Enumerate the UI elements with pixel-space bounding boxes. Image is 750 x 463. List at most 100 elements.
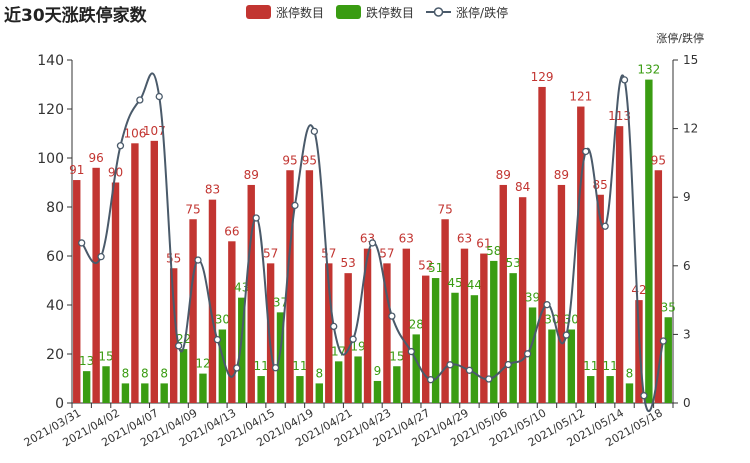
ratio-point [349, 335, 357, 343]
bar-limit-up [383, 263, 391, 403]
bar-limit-up [577, 106, 585, 404]
ratio-point [213, 336, 222, 344]
bar-limit-down-data-label: 8 [122, 366, 130, 380]
bar-limit-up-data-label: 89 [244, 168, 259, 182]
bar-limit-down-data-label: 39 [525, 290, 540, 304]
bar-limit-down-data-label: 35 [661, 300, 676, 314]
bar-limit-up-data-label: 91 [69, 163, 84, 177]
legend-item-limit-up[interactable]: 涨停数目 [246, 4, 324, 21]
bar-limit-up-data-label: 129 [531, 70, 554, 84]
bar-limit-up-data-label: 52 [418, 259, 433, 273]
bar-limit-down [548, 329, 556, 403]
legend-swatch-red [246, 5, 271, 19]
bar-limit-up [402, 248, 411, 403]
ratio-point [252, 214, 260, 222]
bar-limit-down-data-label: 8 [315, 366, 323, 380]
bar-limit-down-data-label: 8 [160, 366, 168, 380]
bar-limit-up [169, 268, 178, 403]
bar-limit-up-data-label: 42 [631, 283, 646, 297]
ratio-point [174, 342, 183, 350]
bar-limit-down-data-label: 8 [141, 366, 149, 380]
bar-limit-up-data-label: 121 [569, 90, 592, 104]
ratio-point [640, 392, 648, 400]
ratio-point [620, 76, 629, 84]
bar-limit-up-data-label: 95 [302, 153, 317, 167]
ratio-point [543, 301, 551, 309]
y-left-tick-label: 60 [46, 249, 64, 265]
ratio-point [407, 347, 415, 356]
ratio-point [427, 376, 435, 384]
bar-limit-down [431, 278, 440, 403]
bar-limit-up [131, 143, 139, 404]
bar-limit-up-data-label: 57 [321, 246, 336, 260]
bar-limit-up [228, 241, 236, 403]
ratio-point [562, 331, 571, 339]
legend-swatch-green [336, 5, 362, 19]
bar-limit-down [645, 79, 653, 403]
bar-limit-up [635, 300, 643, 403]
bar-limit-down [218, 329, 227, 403]
bar-limit-down-data-label: 12 [195, 357, 210, 371]
y-right-axis-label: 涨停/跌停 [656, 31, 704, 45]
y-right-tick-label: 9 [683, 190, 691, 204]
bar-limit-up-data-label: 55 [166, 251, 181, 265]
legend-item-limit-down[interactable]: 跌停数目 [336, 4, 414, 21]
ratio-point [659, 337, 667, 345]
ratio-point [330, 322, 338, 331]
y-left-tick-label: 140 [37, 53, 64, 69]
bar-limit-down-data-label: 44 [467, 278, 482, 292]
legend-item-ratio[interactable]: 涨停/跌停 [426, 4, 508, 21]
bar-limit-up-data-label: 89 [554, 168, 569, 182]
bar-limit-up [286, 170, 294, 403]
bar-limit-up [208, 199, 217, 403]
bar-limit-down-data-label: 11 [292, 359, 307, 373]
bar-limit-down [470, 295, 479, 403]
bar-limit-down [393, 366, 401, 403]
bar-limit-down-data-label: 9 [374, 364, 382, 378]
ratio-point [310, 127, 318, 135]
bar-limit-up-data-label: 75 [437, 202, 452, 216]
bar-limit-down-data-label: 132 [637, 63, 660, 77]
bar-limit-up [460, 248, 469, 403]
bar-limit-down-data-label: 53 [506, 256, 521, 270]
bar-limit-down-data-label: 11 [253, 359, 268, 373]
bar-limit-down [528, 307, 537, 403]
ratio-point [601, 222, 609, 230]
y-right-tick-label: 12 [683, 122, 698, 136]
ratio-point [116, 142, 125, 150]
bar-limit-up [344, 273, 352, 403]
ratio-point [485, 375, 493, 383]
bar-limit-up-data-label: 95 [282, 153, 297, 167]
bar-limit-up [247, 184, 255, 403]
bar-limit-down [664, 317, 672, 403]
ratio-point [97, 253, 105, 261]
ratio-point [271, 364, 280, 372]
bar-limit-up [596, 194, 604, 403]
bar-limit-up [266, 263, 275, 403]
bar-limit-down-data-label: 15 [389, 349, 404, 363]
y-left-tick-label: 0 [55, 396, 64, 412]
bar-limit-up-data-label: 106 [123, 126, 146, 140]
y-right-tick-label: 0 [683, 396, 691, 410]
bar-limit-up [538, 86, 546, 403]
bar-limit-down [238, 297, 246, 403]
bar-limit-up [363, 248, 372, 403]
ratio-point [388, 312, 396, 320]
bar-limit-up [92, 167, 100, 403]
legend-label-limit-down: 跌停数目 [366, 5, 415, 20]
y-left-tick-label: 20 [46, 347, 64, 363]
bar-limit-down [334, 361, 343, 403]
bar-limit-up-data-label: 89 [496, 168, 511, 182]
bar-limit-down-data-label: 11 [583, 359, 598, 373]
bar-limit-down [567, 329, 576, 403]
bar-limit-up-data-label: 95 [651, 153, 666, 167]
bar-limit-up [441, 219, 449, 403]
bar-limit-up-data-label: 84 [515, 180, 530, 194]
ratio-point [368, 239, 377, 247]
y-right-tick-label: 6 [683, 259, 691, 273]
bar-limit-up-data-label: 96 [88, 151, 103, 165]
bar-limit-up-data-label: 107 [143, 124, 166, 138]
bar-limit-up [480, 253, 488, 403]
bar-limit-down [160, 383, 168, 403]
y-left-tick-label: 80 [46, 200, 64, 216]
